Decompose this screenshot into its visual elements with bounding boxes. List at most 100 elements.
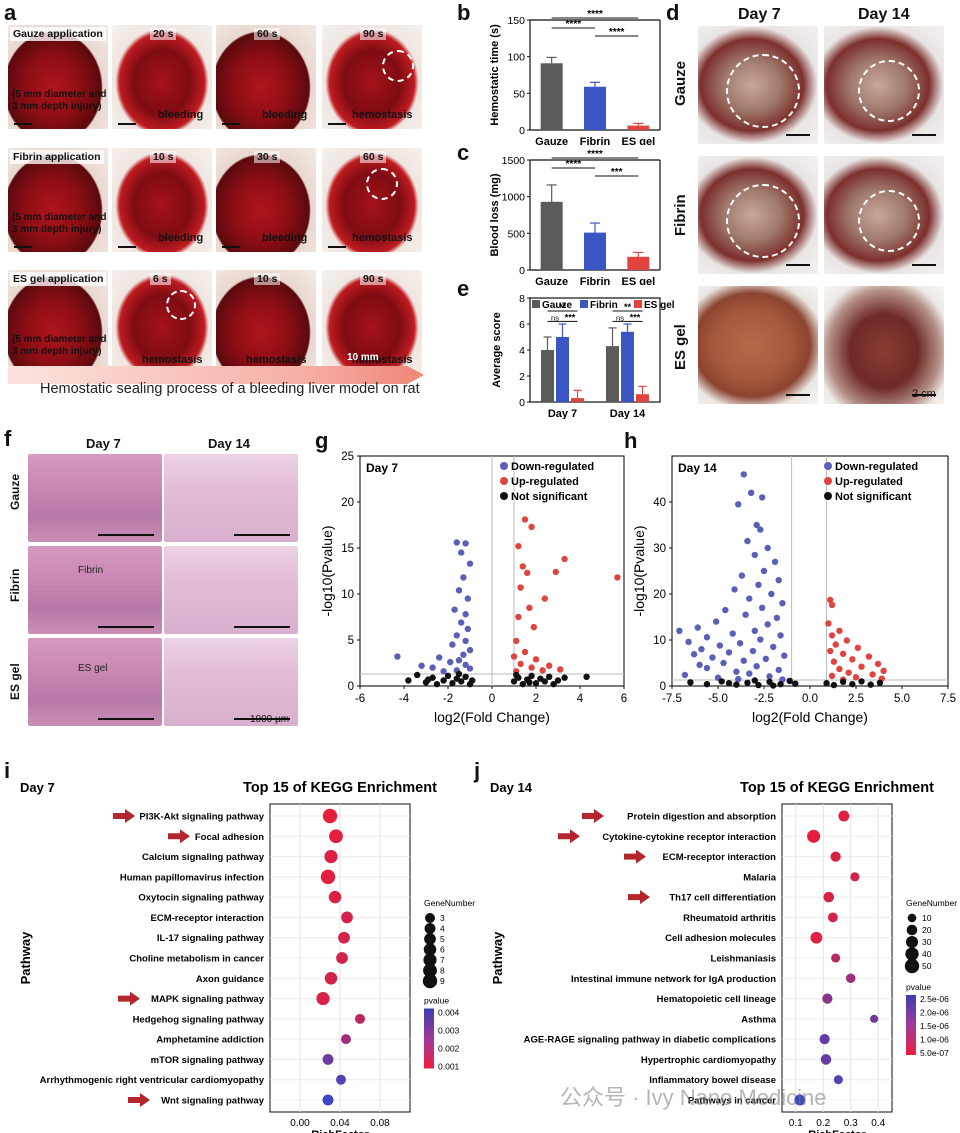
- data-point: [744, 537, 751, 545]
- size-legend-marker: [907, 913, 917, 923]
- data-point: [827, 596, 834, 604]
- data-point: [781, 652, 788, 659]
- bubble: [338, 931, 350, 944]
- bubble: [850, 872, 860, 882]
- data-point: [449, 680, 456, 687]
- y-axis-label: Average score: [491, 312, 503, 387]
- bar: [556, 337, 569, 402]
- data-point: [845, 669, 852, 676]
- scale-label: 1000 µm: [250, 714, 290, 725]
- data-point: [770, 643, 777, 651]
- bubble: [322, 1094, 334, 1106]
- x-tick-label: 0: [489, 693, 495, 705]
- y-tick-label: 6: [519, 319, 525, 331]
- application-label: Fibrin application: [10, 150, 104, 164]
- scale-bar: [786, 134, 810, 136]
- data-point: [440, 668, 447, 675]
- legend-swatch: [580, 300, 588, 308]
- data-point: [852, 674, 860, 681]
- y-tick-label: 1000: [502, 192, 526, 204]
- scale-bar: [234, 534, 290, 536]
- pathway-label: Hedgehog signaling pathway: [133, 1014, 265, 1025]
- y-tick-label: 0: [660, 681, 666, 693]
- pathway-label: ECM-receptor interaction: [663, 852, 777, 863]
- pathway-label: Inflammatory bowel disease: [649, 1075, 776, 1086]
- x-tick-label: 4: [577, 693, 584, 705]
- bubble: [316, 991, 330, 1006]
- pathway-label: Wnt signaling pathway: [161, 1096, 265, 1107]
- time-label: 10 s: [254, 273, 281, 285]
- size-legend-marker: [424, 912, 436, 924]
- x-tick-label: 0.04: [330, 1118, 350, 1129]
- y-axis-label: Pathway: [18, 931, 33, 985]
- panel-letter-g: g: [315, 428, 329, 453]
- data-point: [429, 664, 436, 671]
- histo-r2-c2: [164, 546, 298, 634]
- data-point: [830, 658, 838, 665]
- bubble: [322, 1053, 334, 1065]
- size-legend-title: GeneNumber: [424, 898, 475, 908]
- sig-label: ns: [551, 313, 559, 322]
- x-tick-label: 2: [533, 693, 539, 705]
- y-axis-label: Blood loss (mg): [489, 173, 501, 256]
- legend-marker: [500, 462, 508, 470]
- x-tick-label: 0.4: [871, 1118, 885, 1129]
- pathway-label: Choline metabolism in cancer: [129, 954, 264, 965]
- bar: [584, 86, 606, 130]
- x-tick-label: 0.2: [816, 1118, 830, 1129]
- time-label: 90 s: [360, 28, 387, 40]
- chart-title: Top 15 of KEGG Enrichment: [740, 780, 934, 796]
- chart-j-kegg: Day 14 Top 15 of KEGG Enrichment 0.1 0.2 0.3…: [490, 780, 957, 1133]
- legend-marker: [824, 492, 832, 500]
- pathway-label: Cell adhesion molecules: [665, 933, 776, 944]
- bubble: [833, 1075, 843, 1085]
- y-tick-label: 100: [507, 52, 525, 64]
- data-point: [777, 680, 784, 688]
- bubble: [827, 912, 838, 923]
- data-point: [614, 574, 621, 581]
- data-point: [753, 521, 760, 529]
- y-tick-label: 0: [519, 125, 525, 137]
- liver-photo-r3-c4: [322, 270, 422, 374]
- row-label: Gauze: [672, 60, 689, 106]
- col-day7: Day 7: [738, 6, 781, 23]
- data-point: [526, 679, 533, 686]
- data-point: [405, 677, 412, 684]
- bubble: [320, 869, 336, 885]
- y-tick-label: 10: [653, 635, 666, 647]
- data-point: [775, 666, 782, 674]
- data-point: [736, 640, 744, 647]
- data-point: [757, 526, 764, 533]
- sig-label: ****: [566, 19, 582, 30]
- hemostasis-circle: [166, 290, 196, 320]
- data-point: [735, 501, 742, 508]
- y-tick-label: 0: [348, 681, 354, 693]
- highlight-arrow: [118, 991, 140, 1006]
- x-tick-label: -2.5: [754, 693, 774, 705]
- y-tick-label: 0: [519, 397, 525, 409]
- bar: [627, 256, 650, 270]
- data-point: [786, 677, 793, 685]
- scale-bar: [98, 718, 154, 720]
- data-point: [557, 666, 564, 673]
- y-tick-label: 50: [513, 88, 525, 100]
- data-point: [854, 644, 862, 652]
- data-point: [515, 613, 522, 621]
- time-label: 90 s: [360, 273, 387, 285]
- status-label: hemostasis: [246, 354, 307, 366]
- highlight-arrow: [628, 890, 650, 905]
- bubble: [823, 891, 835, 903]
- chart-c: 0 500 1000 1500 Gauze Fibrin ES gel Blood loss …: [489, 150, 661, 285]
- bubble: [822, 993, 833, 1004]
- data-point: [546, 662, 553, 669]
- pathway-label: Hematopoietic cell lineage: [657, 994, 776, 1005]
- data-point: [742, 611, 749, 618]
- pathway-label: Th17 cell differentiation: [669, 893, 776, 904]
- data-point: [541, 678, 548, 685]
- category-label: Gauze: [535, 136, 568, 145]
- data-point: [703, 664, 711, 672]
- size-legend-label: 3: [440, 913, 445, 923]
- wound-circle: [726, 184, 800, 258]
- data-point: [876, 679, 884, 686]
- data-point: [532, 656, 540, 663]
